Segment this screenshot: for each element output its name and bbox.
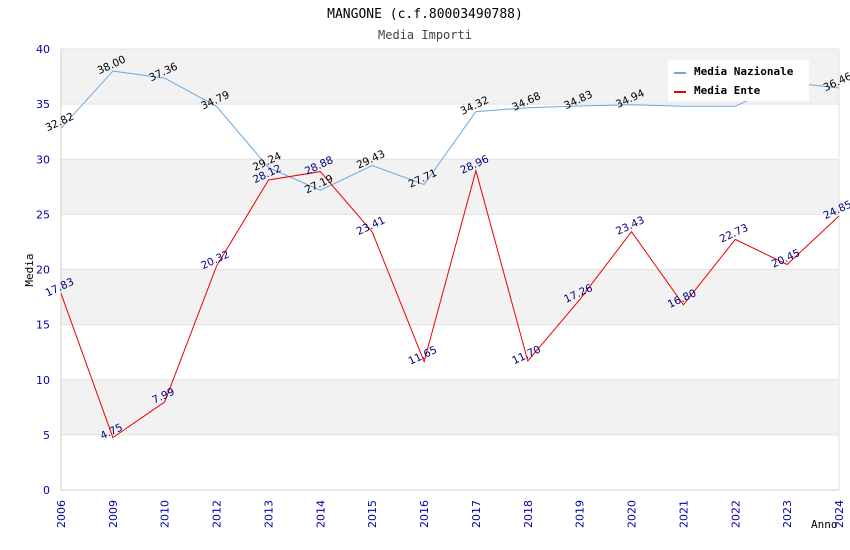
x-tick-label: 2024 <box>833 500 846 528</box>
series-line-ente <box>60 168 840 439</box>
data-label: 23.43 <box>614 214 646 238</box>
x-tick-label: 2010 <box>159 500 172 528</box>
grid-band <box>61 269 839 325</box>
x-tick-label: 2009 <box>107 500 120 528</box>
y-tick-labels: 0 5 10 15 20 25 30 35 40 <box>36 43 50 497</box>
data-label: 20.45 <box>770 247 802 271</box>
legend-label-nazionale: Media Nazionale <box>694 65 794 78</box>
axes <box>60 49 840 491</box>
series-lines <box>60 70 840 439</box>
x-tick-label: 2021 <box>677 500 690 528</box>
grid-bands <box>61 49 839 435</box>
x-tick-label: 2016 <box>418 500 431 528</box>
x-tick-label: 2023 <box>781 500 794 528</box>
x-tick-label: 2006 <box>55 500 68 528</box>
data-label: 22.73 <box>718 222 750 246</box>
y-tick-label: 35 <box>36 98 50 111</box>
y-axis-title: Media <box>23 253 36 286</box>
y-tick-label: 15 <box>36 319 50 332</box>
y-tick-label: 40 <box>36 43 50 56</box>
legend-label-ente: Media Ente <box>694 84 761 97</box>
y-tick-label: 30 <box>36 153 50 166</box>
y-tick-label: 20 <box>36 264 50 277</box>
data-label: 11.65 <box>407 344 439 368</box>
chart-subtitle: Media Importi <box>378 28 472 42</box>
x-tick-label: 2020 <box>626 500 639 528</box>
grid-band <box>61 159 839 215</box>
grid-band <box>61 379 839 435</box>
legend-box <box>668 60 809 101</box>
x-axis-title: Anno <box>811 518 838 531</box>
x-tick-label: 2022 <box>729 500 742 528</box>
grid-lines <box>61 48 839 436</box>
x-tick-label: 2014 <box>314 500 327 528</box>
data-label: 32.82 <box>44 111 76 135</box>
x-tick-label: 2015 <box>366 500 379 528</box>
y-tick-label: 25 <box>36 208 50 221</box>
data-label: 11.70 <box>510 343 542 367</box>
x-tick-label: 2019 <box>574 500 587 528</box>
chart-title: MANGONE (c.f.80003490788) <box>327 7 523 22</box>
x-tick-label: 2018 <box>522 500 535 528</box>
x-tick-label: 2017 <box>470 500 483 528</box>
x-tick-label: 2012 <box>211 500 224 528</box>
y-tick-label: 10 <box>36 374 50 387</box>
y-tick-label: 5 <box>43 429 50 442</box>
y-tick-label: 0 <box>43 484 50 497</box>
legend: Media Nazionale Media Ente <box>668 60 809 101</box>
x-tick-labels: 2006 2009 2010 2012 2013 2014 2015 2016 2017 2018… <box>55 500 846 528</box>
x-tick-label: 2013 <box>262 500 275 528</box>
series-line-nazionale <box>60 70 840 191</box>
